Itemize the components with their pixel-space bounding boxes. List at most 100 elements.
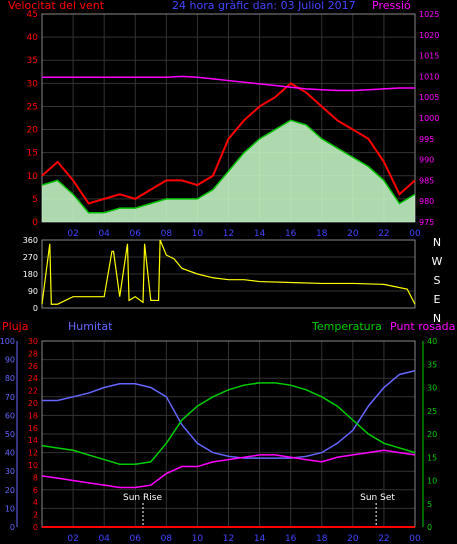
pressure-axis-tick: 1015	[419, 52, 439, 61]
humidity-title: Humitat	[68, 320, 113, 333]
rain-axis-tick: 12	[28, 449, 38, 458]
temp-panel-ticks: 0102030405060708090100024681012141618202…	[0, 337, 437, 544]
pressure-axis-tick: 1020	[419, 31, 439, 40]
sunset-label: Sun Set	[360, 493, 395, 503]
sunrise-label: Sun Rise	[123, 493, 162, 503]
dewpoint-title: Punt rosada	[390, 320, 455, 333]
pressure-axis-tick: 1005	[419, 93, 439, 102]
wind-x-tick: 14	[254, 229, 266, 239]
direction-axis-tick: 180	[23, 270, 38, 279]
direction-panel-series	[41, 239, 416, 305]
temp-x-tick: 16	[285, 534, 297, 544]
rain-title: Pluja	[2, 320, 28, 333]
wind-axis-tick: 15	[27, 149, 38, 159]
wind-axis-tick: 40	[27, 33, 39, 43]
wind-x-tick: 06	[130, 229, 142, 239]
temp-x-tick: 18	[316, 534, 328, 544]
wind-x-tick: 16	[285, 229, 297, 239]
wind-gust-line	[41, 82, 416, 205]
pressure-axis-tick: 975	[419, 218, 434, 227]
temperature-title: Temperatura	[311, 320, 382, 333]
rain-axis-tick: 10	[28, 461, 38, 470]
direction-axis-tick: 360	[23, 236, 38, 245]
pressure-axis-tick: 985	[419, 176, 434, 185]
wind-x-tick: 02	[67, 229, 78, 239]
chart-date-title: 24 hora gràfic dan: 03 Juliol 2017	[172, 0, 356, 12]
dewpoint-line	[41, 449, 416, 489]
wind-x-tick: 00	[409, 229, 421, 239]
rain-axis-tick: 28	[28, 349, 38, 358]
temp-x-tick: 12	[223, 534, 234, 544]
temp-x-tick: 10	[192, 534, 204, 544]
wind-avg-line	[41, 119, 416, 214]
temperature-axis-tick: 20	[427, 430, 437, 439]
rain-axis-tick: 20	[28, 399, 38, 408]
wind-x-tick: 04	[98, 229, 110, 239]
wind-axis-tick: 10	[27, 172, 39, 182]
temp-x-tick: 22	[378, 534, 389, 544]
temperature-axis-tick: 10	[427, 477, 437, 486]
humidity-axis-tick: 70	[5, 393, 15, 402]
rain-axis-tick: 0	[33, 523, 38, 532]
humidity-axis-tick: 20	[5, 486, 15, 495]
pressure-axis-tick: 1025	[419, 10, 439, 19]
humidity-axis-tick: 0	[10, 523, 15, 532]
pressure-line	[42, 75, 415, 92]
rain-axis-tick: 22	[28, 387, 38, 396]
direction-axis-tick: 0	[33, 304, 38, 313]
temp-x-tick: 14	[254, 534, 266, 544]
compass-label: N	[433, 312, 441, 325]
rain-axis-tick: 2	[33, 511, 38, 520]
humidity-axis-tick: 40	[5, 449, 15, 458]
wind-axis-tick: 30	[27, 79, 39, 89]
rain-axis-tick: 6	[33, 486, 38, 495]
pressure-axis-tick: 1010	[419, 72, 439, 81]
temp-x-tick: 02	[67, 534, 78, 544]
temp-x-tick: 04	[98, 534, 110, 544]
temp-panel-series	[41, 370, 416, 528]
temperature-line	[41, 382, 416, 465]
humidity-axis-tick: 50	[5, 430, 15, 439]
rain-axis-tick: 24	[28, 374, 38, 383]
temp-x-tick: 06	[130, 534, 142, 544]
wind-x-tick: 10	[192, 229, 204, 239]
temp-x-tick: 08	[161, 534, 173, 544]
rain-axis-tick: 8	[33, 473, 38, 482]
wind-axis-tick: 5	[32, 195, 38, 205]
compass-label: W	[432, 255, 443, 268]
temp-panel-grid	[16, 340, 424, 528]
humidity-axis-tick: 60	[5, 411, 15, 420]
wind-panel-series	[41, 75, 416, 222]
wind-panel-ticks: 0510152025303540459759809859909951000100…	[27, 10, 440, 239]
compass-label: S	[434, 274, 441, 287]
compass-label: E	[434, 293, 441, 306]
direction-panel-grid	[41, 239, 416, 309]
pressure-axis-tick: 1000	[419, 114, 439, 123]
temperature-axis-tick: 35	[427, 360, 437, 369]
direction-axis-tick: 270	[23, 253, 38, 262]
direction-panel-frame	[41, 239, 416, 309]
temp-x-tick: 20	[347, 534, 359, 544]
temperature-axis-tick: 25	[427, 407, 437, 416]
wind-axis-tick: 35	[27, 56, 38, 66]
humidity-axis-tick: 30	[5, 467, 15, 476]
rain-axis-tick: 18	[28, 411, 38, 420]
rain-axis-tick: 4	[33, 498, 38, 507]
temperature-axis-tick: 15	[427, 453, 437, 462]
temperature-axis-tick: 30	[427, 384, 437, 393]
wind-x-tick: 12	[223, 229, 234, 239]
temperature-axis-tick: 5	[427, 500, 432, 509]
wind-axis-tick: 25	[27, 102, 38, 112]
pressure-axis-tick: 980	[419, 197, 434, 206]
direction-axis-tick: 90	[28, 287, 38, 296]
temperature-axis-tick: 0	[427, 523, 432, 532]
compass-label: N	[433, 236, 441, 249]
wind-title: Velocitat del vent	[8, 0, 105, 12]
wind-x-tick: 08	[161, 229, 173, 239]
rain-axis-tick: 16	[28, 424, 38, 433]
humidity-axis-tick: 90	[5, 356, 15, 365]
wind-direction-line	[41, 239, 416, 305]
humidity-line	[42, 370, 416, 459]
rain-axis-tick: 26	[28, 362, 38, 371]
